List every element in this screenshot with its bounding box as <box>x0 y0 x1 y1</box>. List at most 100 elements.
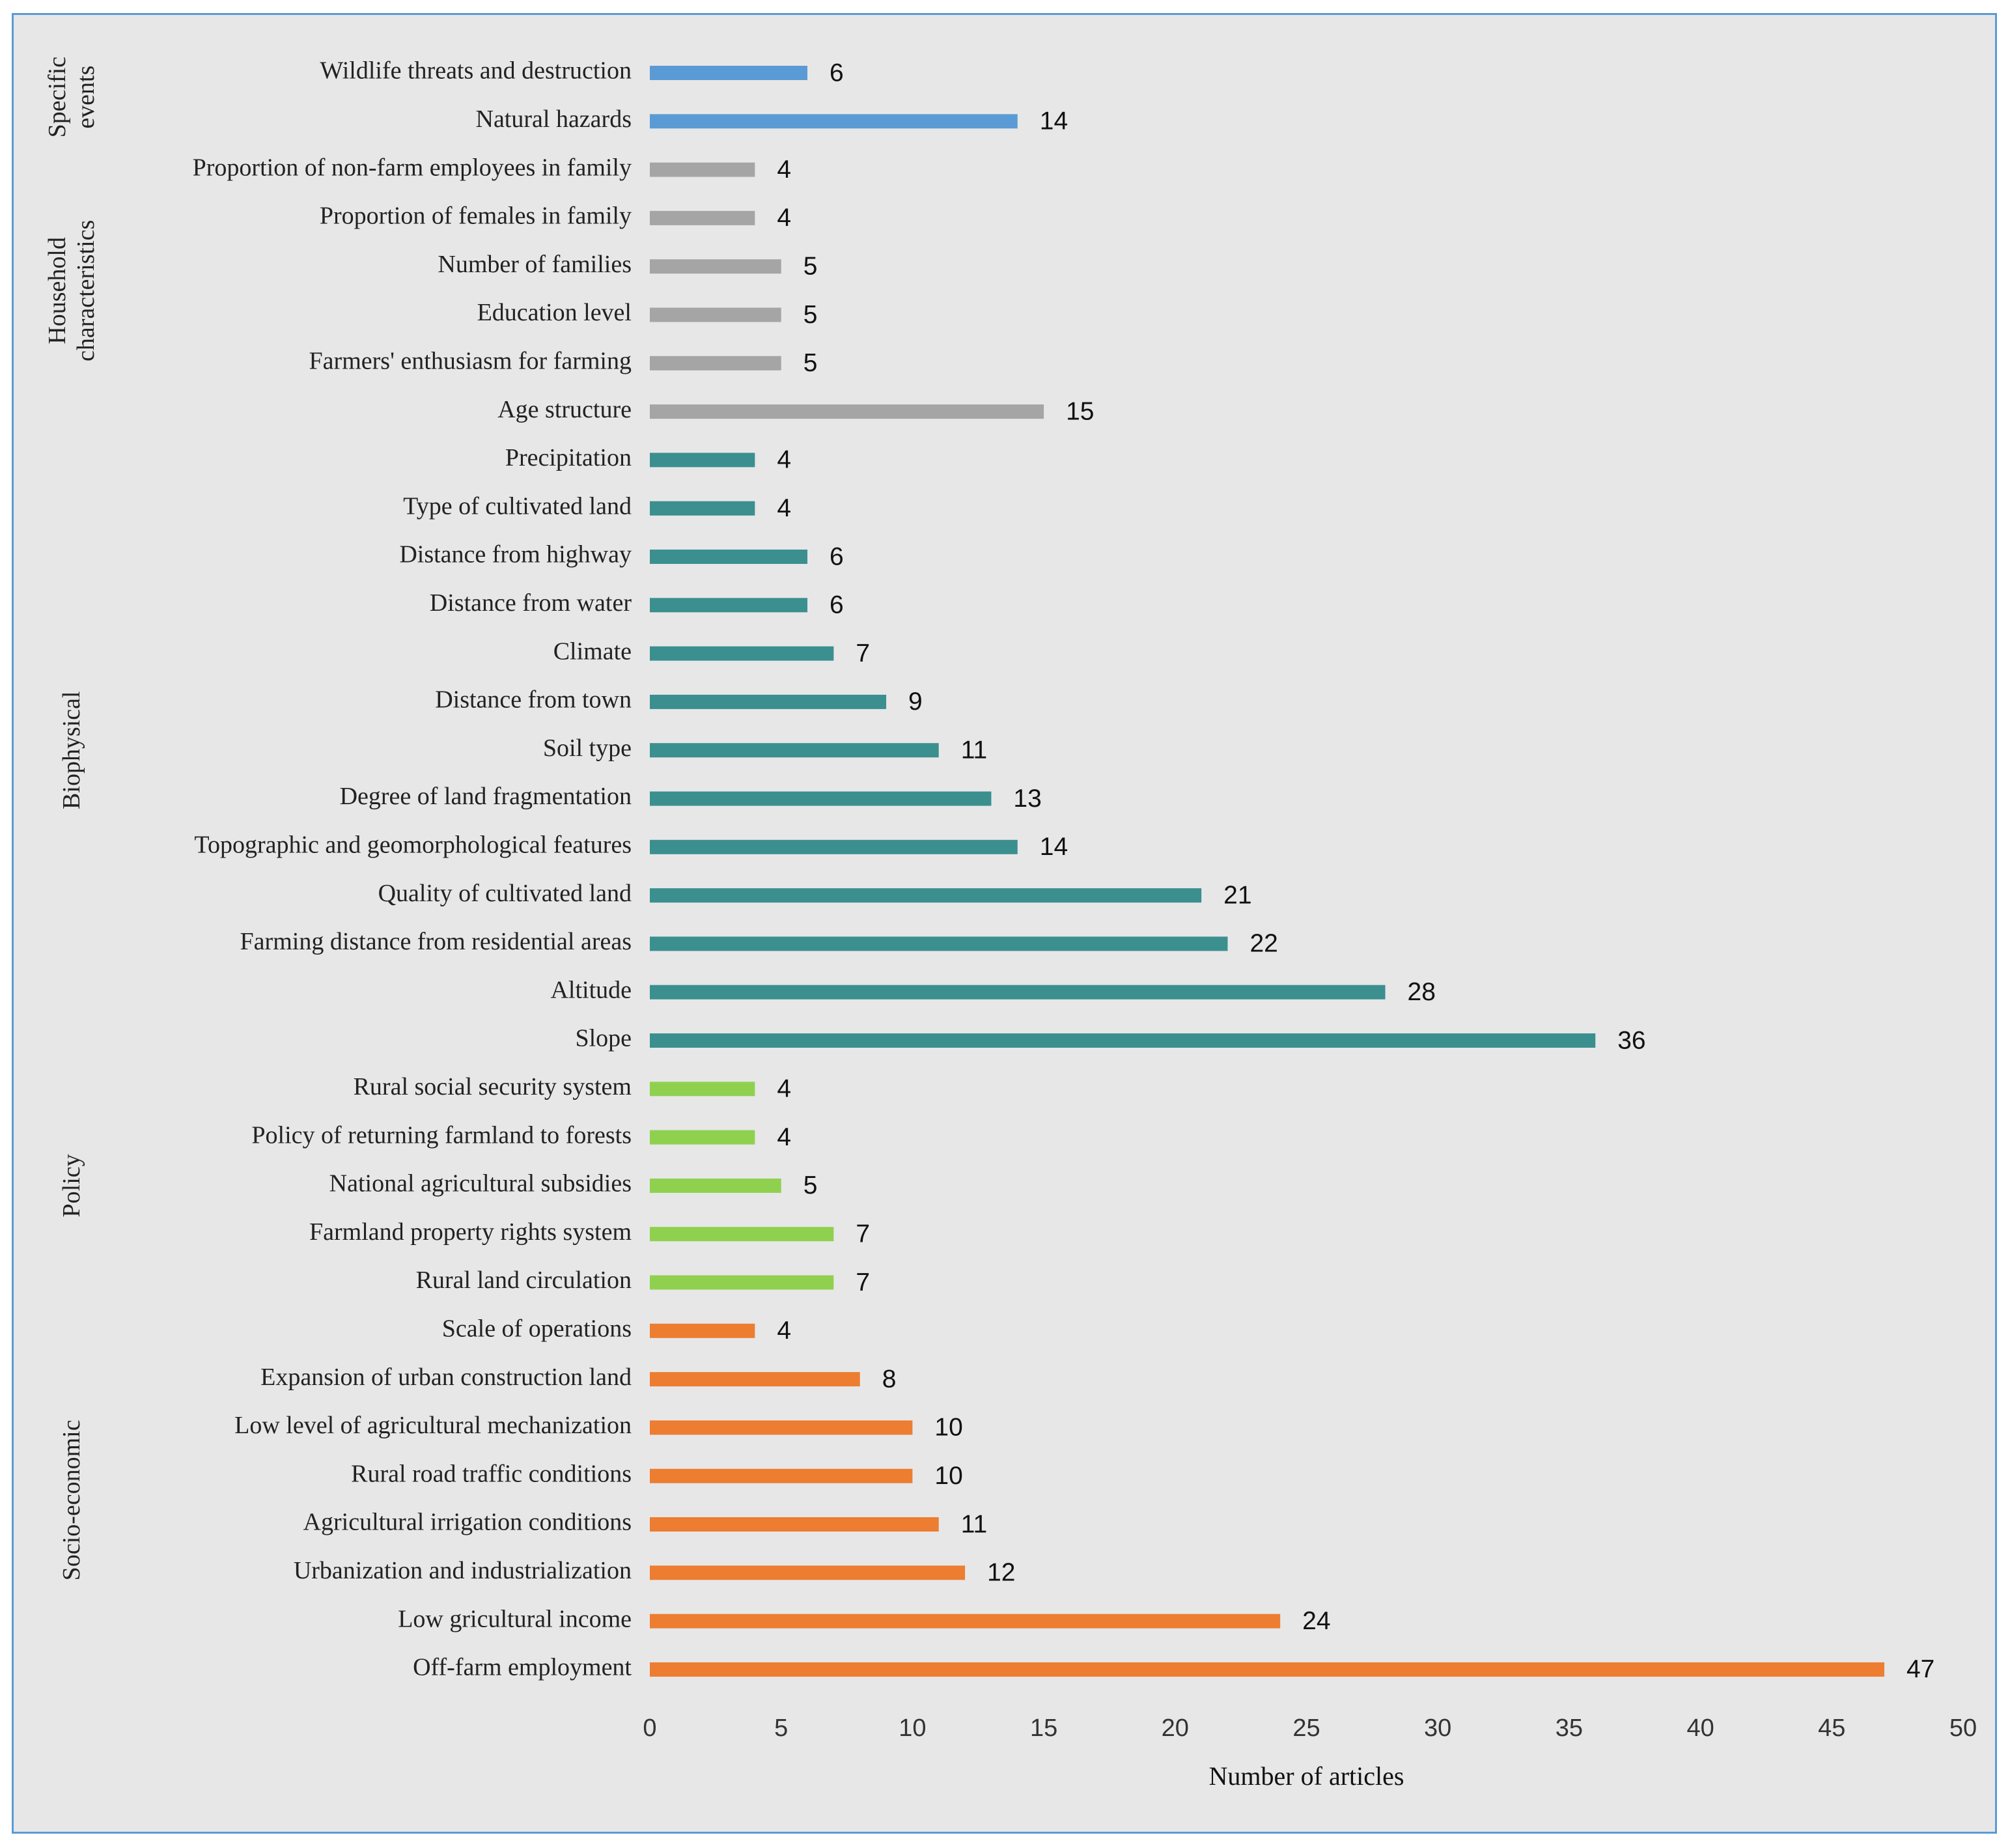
bar <box>650 1420 913 1435</box>
category-label: Distance from water <box>430 589 632 617</box>
bar <box>650 694 887 709</box>
bar <box>650 1323 755 1338</box>
category-label: Soil type <box>543 735 632 762</box>
data-label: 4 <box>777 1317 791 1345</box>
category-label: Policy of returning farmland to forests <box>251 1121 632 1149</box>
group-label-line: characteristics <box>72 220 100 361</box>
data-label: 14 <box>1040 107 1068 135</box>
x-tick-label: 35 <box>1556 1715 1583 1742</box>
data-label: 12 <box>987 1559 1015 1587</box>
x-tick-label: 45 <box>1818 1715 1845 1742</box>
bar <box>650 985 1386 1000</box>
x-tick-label: 20 <box>1162 1715 1189 1742</box>
data-label: 4 <box>777 494 791 522</box>
bar <box>650 1565 966 1580</box>
bar <box>650 598 808 613</box>
category-label: Low gricultural income <box>398 1605 632 1632</box>
category-label: Precipitation <box>505 444 632 471</box>
category-label: Altitude <box>550 976 632 1003</box>
data-label: 6 <box>830 591 844 619</box>
bar <box>650 936 1228 951</box>
data-label: 5 <box>803 1171 818 1199</box>
category-label: Degree of land fragmentation <box>340 783 632 810</box>
group-label-line: Policy <box>58 1154 85 1217</box>
data-label: 11 <box>961 1510 988 1538</box>
x-tick-label: 15 <box>1030 1715 1057 1742</box>
data-label: 9 <box>908 688 923 716</box>
data-label: 15 <box>1066 397 1094 425</box>
data-label: 5 <box>803 301 818 329</box>
bar <box>650 1082 755 1097</box>
category-label: Wildlife threats and destruction <box>320 57 632 85</box>
category-label: Low level of agricultural mechanization <box>234 1412 632 1439</box>
category-label: Natural hazards <box>476 105 632 133</box>
bar <box>650 1275 834 1290</box>
bar <box>650 356 781 371</box>
group-label-line: events <box>72 66 100 129</box>
data-label: 4 <box>777 446 791 474</box>
data-label: 36 <box>1617 1026 1645 1054</box>
bar <box>650 66 808 80</box>
x-axis-title: Number of articles <box>1209 1761 1404 1791</box>
data-label: 8 <box>882 1365 897 1393</box>
category-label: Urbanization and industrialization <box>294 1557 632 1584</box>
x-tick-label: 40 <box>1686 1715 1714 1742</box>
bar <box>650 743 939 758</box>
data-label: 22 <box>1249 930 1277 958</box>
data-label: 7 <box>856 639 870 667</box>
bar <box>650 210 755 225</box>
bar <box>650 1372 860 1387</box>
bar <box>650 1178 781 1193</box>
category-label: Slope <box>575 1025 632 1052</box>
bar <box>650 1130 755 1145</box>
data-label: 10 <box>934 1462 962 1490</box>
group-label-line: Biophysical <box>58 691 85 809</box>
x-tick-label: 30 <box>1424 1715 1451 1742</box>
data-label: 11 <box>961 736 988 764</box>
bar <box>650 114 1018 129</box>
data-label: 24 <box>1302 1607 1330 1635</box>
group-label: Socio-economic <box>58 1420 85 1580</box>
group-label: Householdcharacteristics <box>44 220 100 361</box>
group-label-line: Household <box>44 237 71 344</box>
category-label: Rural land circulation <box>416 1267 632 1294</box>
category-label: Topographic and geomorphological feature… <box>194 832 632 859</box>
bar <box>650 404 1044 419</box>
chart-frame <box>12 13 1997 1834</box>
category-label: Rural road traffic conditions <box>351 1460 632 1487</box>
category-label: Proportion of females in family <box>320 203 632 230</box>
data-label: 6 <box>830 542 844 570</box>
x-tick-label: 5 <box>774 1715 788 1742</box>
x-tick-label: 10 <box>899 1715 926 1742</box>
bar <box>650 259 781 274</box>
category-label: Quality of cultivated land <box>378 880 632 907</box>
data-label: 4 <box>777 156 791 184</box>
data-label: 7 <box>856 1220 870 1248</box>
category-label: Distance from highway <box>399 541 632 568</box>
x-tick-label: 0 <box>643 1715 656 1742</box>
category-label: Type of cultivated land <box>403 492 632 520</box>
data-label: 14 <box>1040 833 1068 861</box>
category-label: Expansion of urban construction land <box>260 1364 632 1391</box>
category-label: Scale of operations <box>442 1315 632 1343</box>
data-label: 7 <box>856 1268 870 1296</box>
bar <box>650 1227 834 1242</box>
bar <box>650 888 1202 903</box>
category-label: Farmers' enthusiasm for farming <box>309 348 632 375</box>
category-label: National agricultural subsidies <box>329 1170 632 1197</box>
data-label: 6 <box>830 59 844 87</box>
data-label: 28 <box>1408 978 1436 1006</box>
bar <box>650 501 755 516</box>
bar <box>650 839 1018 854</box>
data-label: 4 <box>777 204 791 232</box>
data-label: 5 <box>803 252 818 280</box>
bar <box>650 307 781 322</box>
category-label: Climate <box>553 637 632 665</box>
bar <box>650 1033 1596 1048</box>
data-label: 4 <box>777 1075 791 1103</box>
bar <box>650 453 755 468</box>
x-tick-label: 50 <box>1949 1715 1977 1742</box>
category-label: Off-farm employment <box>413 1654 632 1681</box>
data-label: 5 <box>803 349 818 377</box>
